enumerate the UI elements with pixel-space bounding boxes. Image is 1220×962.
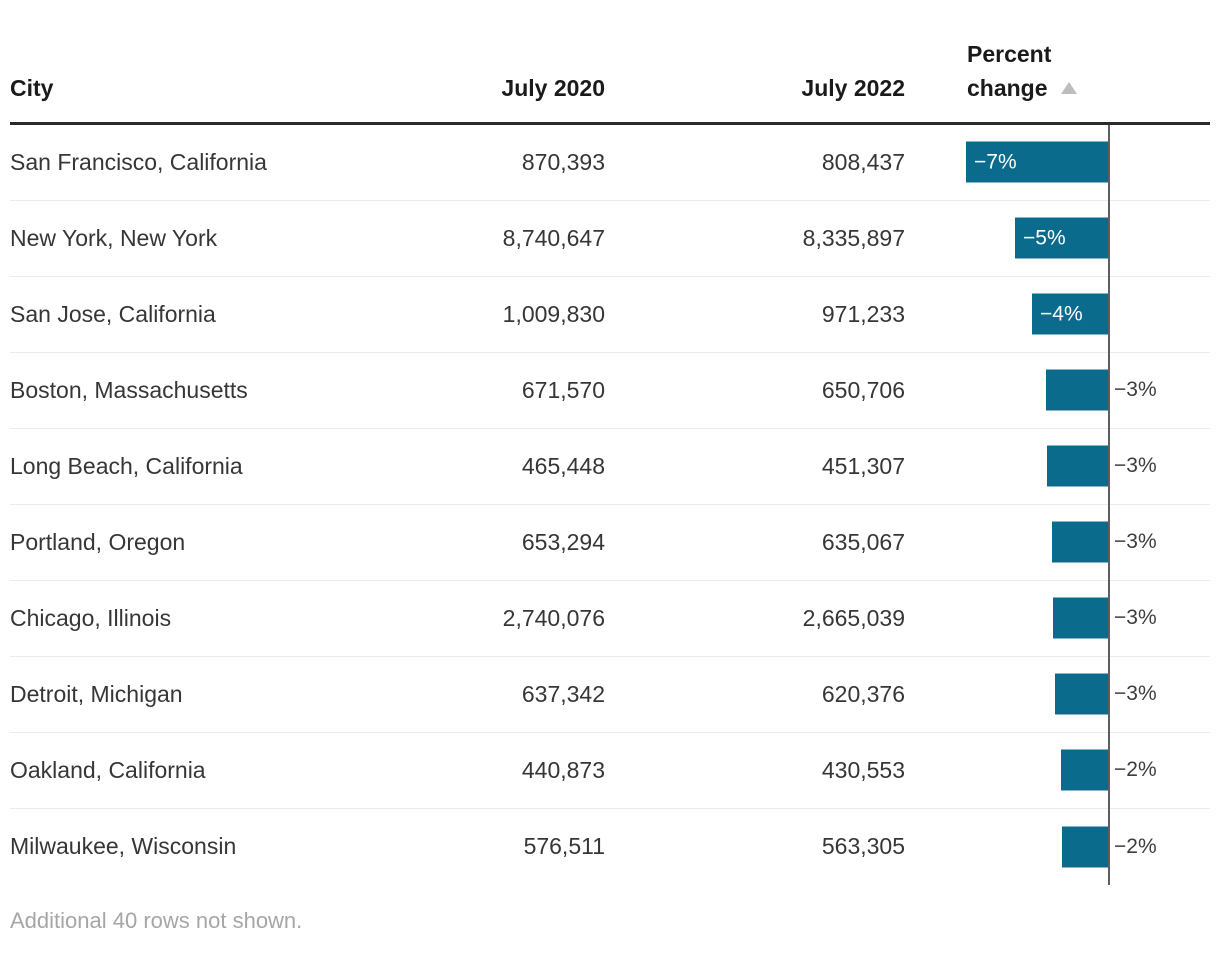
table-row: Detroit, Michigan 637,342 620,376 −3% [10,657,1210,733]
july-2022-cell: 563,305 [821,833,905,860]
percent-change-label: −7% [974,150,1017,174]
city-cell: San Francisco, California [10,148,267,175]
table-row: Oakland, California 440,873 430,553 −2% [10,733,1210,809]
table-row: New York, New York 8,740,647 8,335,897 −… [10,201,1210,277]
july-2020-cell: 637,342 [521,680,605,707]
percent-change-cell: −3% [905,353,1210,428]
city-cell: Portland, Oregon [10,528,186,555]
zero-axis-line [1108,124,1110,885]
july-2020-cell: 1,009,830 [502,300,605,327]
percent-change-bar: −4% [1032,293,1108,335]
percent-change-label: −3% [1114,682,1157,706]
table-row: Boston, Massachusetts 671,570 650,706 −3… [10,353,1210,429]
percent-change-cell: −5% [905,201,1210,276]
percent-change-cell: −2% [905,809,1210,885]
table-row: San Jose, California 1,009,830 971,233 −… [10,277,1210,353]
july-2022-cell: 635,067 [821,528,905,555]
percent-change-label: −3% [1114,378,1157,402]
july-2020-cell: 653,294 [521,528,605,555]
july-2020-cell: 2,740,076 [502,604,605,631]
city-cell: Chicago, Illinois [10,604,172,631]
july-2022-cell: 971,233 [821,300,905,327]
percent-change-bar [1047,445,1108,487]
city-cell: Milwaukee, Wisconsin [10,833,237,860]
city-cell: Long Beach, California [10,452,243,479]
percent-change-bar: −7% [966,141,1108,183]
july-2020-cell: 465,448 [521,452,605,479]
july-2020-cell: 8,740,647 [502,224,605,251]
percent-change-label: −3% [1114,606,1157,630]
percent-change-label: −5% [1023,226,1066,250]
table-body: San Francisco, California 870,393 808,43… [10,124,1210,885]
percent-change-bar [1046,369,1108,411]
table-footer-note: Additional 40 rows not shown. [10,907,303,933]
table-row: Long Beach, California 465,448 451,307 −… [10,429,1210,505]
percent-change-cell: −3% [905,581,1210,656]
percent-change-cell: −2% [905,733,1210,808]
july-2022-cell: 650,706 [821,376,905,403]
percent-change-label: −4% [1040,302,1083,326]
column-header-july-2020[interactable]: July 2020 [501,75,605,102]
percent-change-bar [1055,673,1108,715]
table-row: Milwaukee, Wisconsin 576,511 563,305 −2% [10,809,1210,885]
percent-change-cell: −4% [905,277,1210,352]
percent-change-label: −2% [1114,758,1157,782]
percent-change-bar [1053,597,1108,639]
table-row: San Francisco, California 870,393 808,43… [10,125,1210,201]
july-2020-cell: 671,570 [521,376,605,403]
table-header-row: City July 2020 July 2022 Percent change [10,0,1210,125]
column-header-percent-change[interactable]: Percent change [905,41,1210,102]
percent-change-bar [1052,521,1108,563]
percent-change-cell: −3% [905,657,1210,732]
percent-change-cell: −3% [905,505,1210,580]
city-cell: Detroit, Michigan [10,680,183,707]
july-2022-cell: 430,553 [821,756,905,783]
table-row: Portland, Oregon 653,294 635,067 −3% [10,505,1210,581]
percent-change-bar: −5% [1015,217,1108,259]
city-cell: New York, New York [10,224,218,251]
july-2020-cell: 440,873 [521,756,605,783]
percent-change-label: −3% [1114,454,1157,478]
july-2022-cell: 8,335,897 [802,224,905,251]
percent-change-label-line1: Percent [967,41,1052,67]
percent-change-cell: −3% [905,429,1210,504]
july-2020-cell: 576,511 [523,833,605,860]
sort-ascending-icon [1060,81,1077,94]
percent-change-cell: −7% [905,125,1210,200]
city-cell: Oakland, California [10,756,206,783]
column-header-july-2022[interactable]: July 2022 [801,75,905,102]
july-2022-cell: 2,665,039 [802,604,905,631]
percent-change-label: −3% [1114,530,1157,554]
july-2022-cell: 808,437 [821,148,905,175]
percent-change-bar [1062,826,1108,868]
july-2022-cell: 620,376 [821,680,905,707]
percent-change-label: −2% [1114,834,1157,858]
population-change-table: City July 2020 July 2022 Percent change … [10,0,1210,933]
july-2020-cell: 870,393 [521,148,605,175]
city-cell: Boston, Massachusetts [10,376,248,403]
column-header-city[interactable]: City [10,75,54,102]
percent-change-bar [1061,749,1108,791]
july-2022-cell: 451,307 [821,452,905,479]
table-row: Chicago, Illinois 2,740,076 2,665,039 −3… [10,581,1210,657]
percent-change-label-line2: change [967,75,1048,102]
city-cell: San Jose, California [10,300,216,327]
